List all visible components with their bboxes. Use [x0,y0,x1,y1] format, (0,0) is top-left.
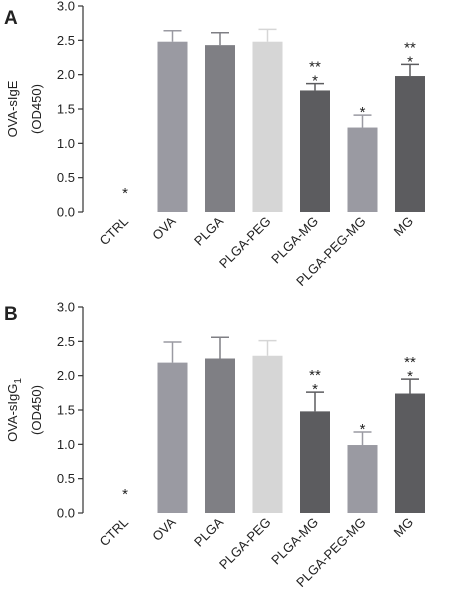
significance-marker: * [360,104,366,121]
x-tick-label: MG [391,214,416,239]
x-tick-label: PLGA [191,213,226,248]
bar [300,411,330,513]
x-tick-label: OVA [149,514,179,544]
x-tick-label: MG [391,515,416,540]
y-tick-label: 0.5 [57,471,75,486]
chart-panel-2: B OVA-sIgG1 (OD450) 0.0 0.5 1.0 1.5 2.0 2.5 3.0 * C… [4,300,425,590]
x-tick-label: PLGA-PEG [216,214,274,272]
y-axis-label-subscript: 1 [13,378,24,384]
y-tick-label: 1.5 [57,403,75,418]
y-tick-label: 2.5 [57,334,75,349]
y-tick-label: 1.0 [57,437,75,452]
bar [252,41,283,212]
significance-marker: * [122,486,128,503]
significance-marker: * [312,73,318,90]
y-axis-label-main: OVA-sIgG [5,384,20,442]
y-tick-label: 1.5 [57,102,75,117]
significance-marker: * [122,185,128,202]
bar [347,127,378,212]
y-tick-label: 2.5 [57,33,75,48]
significance-marker: ** [404,354,416,371]
y-tick-label: 3.0 [57,300,75,315]
bar [347,445,378,513]
bar [157,41,188,212]
significance-marker: * [407,53,413,70]
significance-marker: ** [404,39,416,56]
y-tick-label: 3.0 [57,0,75,14]
y-tick-label: 1.0 [57,136,75,151]
y-tick-label: 0.0 [57,506,75,521]
y-axis-label-main: OVA-sIgE [5,80,20,137]
bar [205,358,235,513]
chart-panel-1: A OVA-sIgE (OD450) 0.0 0.5 1.0 1.5 2.0 2.5 3.0 * CT… [4,0,425,289]
x-tick-label: OVA [149,213,179,243]
bar [157,362,188,513]
y-axis-label: OVA-sIgG1 [5,378,24,442]
bar [395,76,425,212]
significance-marker: ** [309,59,321,76]
x-tick-label: PLGA [191,514,226,549]
bar [395,393,425,513]
y-axis-label: OVA-sIgE [5,80,20,137]
bar [205,45,235,212]
y-tick-label: 2.0 [57,67,75,82]
significance-marker: ** [309,367,321,384]
significance-marker: * [407,368,413,385]
panel-label: A [4,8,18,29]
y-tick-label: 0.5 [57,170,75,185]
x-tick-label: PLGA-PEG [216,515,274,573]
x-tick-label: CTRL [97,214,132,249]
significance-marker: * [360,421,366,438]
y-tick-label: 0.0 [57,205,75,220]
y-axis-label-unit: (OD450) [29,385,44,435]
y-axis-label-unit: (OD450) [29,84,44,134]
bar [300,90,330,212]
y-tick-label: 2.0 [57,368,75,383]
panel-label: B [4,304,18,325]
bar [252,355,283,513]
significance-marker: * [312,381,318,398]
x-tick-label: CTRL [97,515,132,550]
